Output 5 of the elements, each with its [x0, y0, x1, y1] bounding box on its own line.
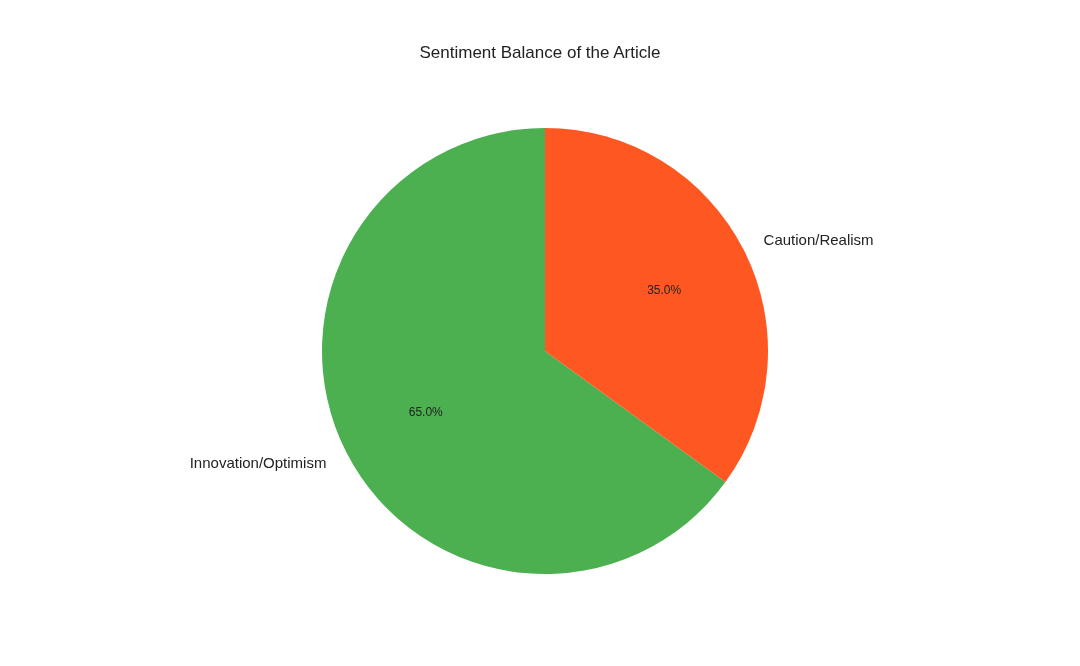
- slice-label: Innovation/Optimism: [189, 453, 327, 471]
- slice-label: Caution/Realism: [763, 231, 874, 249]
- data-label: 35.0%: [647, 283, 682, 298]
- chart-title: Sentiment Balance of the Article: [419, 42, 661, 62]
- data-label: 65.0%: [408, 404, 444, 419]
